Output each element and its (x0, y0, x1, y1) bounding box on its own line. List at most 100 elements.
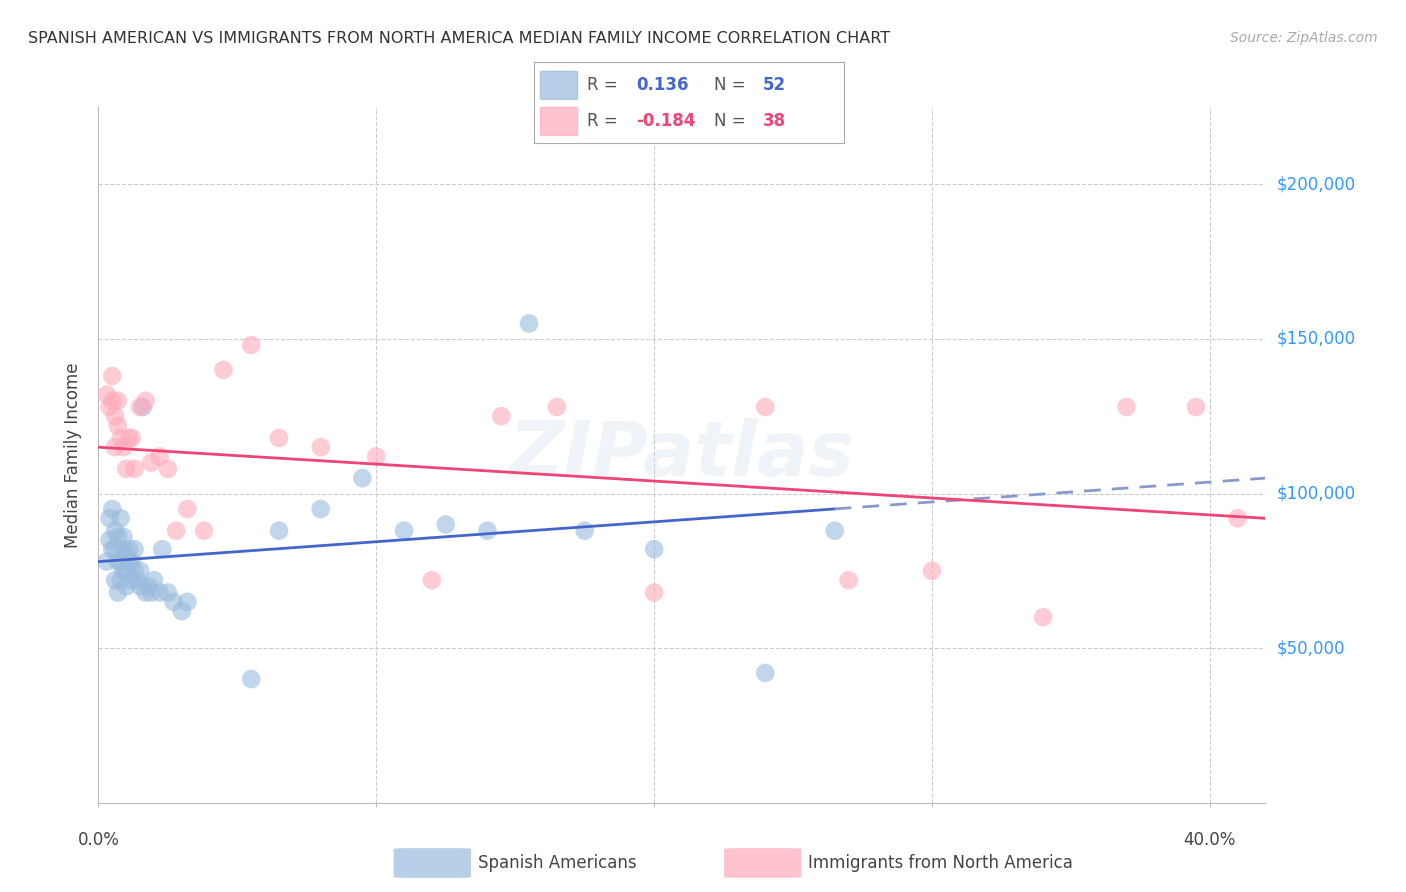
Text: $150,000: $150,000 (1277, 330, 1355, 348)
Point (107, 530, 129, 544)
Point (110, 573, 132, 587)
Point (491, 409, 513, 424)
Text: $50,000: $50,000 (1277, 640, 1346, 657)
Text: R =: R = (586, 76, 617, 94)
Point (107, 555, 129, 569)
Point (754, 400, 776, 414)
Text: $200,000: $200,000 (1277, 176, 1355, 194)
FancyBboxPatch shape (540, 71, 578, 99)
Point (118, 555, 141, 569)
Point (135, 393, 157, 408)
Point (309, 502, 332, 516)
Point (643, 542, 665, 557)
Point (112, 564, 135, 578)
Point (98, 533, 121, 547)
FancyBboxPatch shape (540, 107, 578, 136)
Point (124, 542, 146, 557)
Text: N =: N = (714, 112, 745, 130)
Point (1226, 511, 1249, 525)
Point (176, 595, 198, 609)
Point (574, 524, 596, 538)
Point (104, 524, 127, 538)
Point (824, 524, 846, 538)
Point (141, 456, 163, 470)
Point (1185, 400, 1208, 414)
Point (165, 524, 187, 538)
Point (1115, 400, 1137, 414)
Point (101, 369, 124, 384)
Point (434, 517, 457, 532)
Text: R =: R = (586, 112, 617, 130)
Point (110, 555, 132, 569)
Point (127, 573, 149, 587)
Point (309, 440, 332, 454)
Text: $100,000: $100,000 (1277, 484, 1355, 502)
Point (366, 450, 388, 464)
Point (193, 524, 215, 538)
Point (546, 400, 568, 414)
Point (115, 462, 138, 476)
Point (104, 542, 127, 557)
Point (135, 585, 157, 599)
Text: 0.136: 0.136 (637, 76, 689, 94)
Point (392, 524, 415, 538)
Point (517, 317, 540, 331)
Point (156, 585, 179, 599)
Point (150, 542, 173, 557)
Point (176, 502, 198, 516)
Point (101, 542, 124, 557)
Point (115, 549, 138, 563)
Point (754, 665, 776, 680)
Point (212, 363, 235, 377)
Point (1032, 610, 1054, 624)
Point (838, 573, 860, 587)
FancyBboxPatch shape (394, 848, 471, 878)
Text: 0.0%: 0.0% (77, 830, 120, 848)
Point (110, 431, 132, 445)
Point (115, 579, 138, 593)
Point (240, 672, 263, 686)
Text: SPANISH AMERICAN VS IMMIGRANTS FROM NORTH AMERICA MEDIAN FAMILY INCOME CORRELATI: SPANISH AMERICAN VS IMMIGRANTS FROM NORT… (28, 31, 890, 46)
Point (156, 462, 179, 476)
Text: Spanish Americans: Spanish Americans (478, 854, 637, 872)
Point (96, 555, 118, 569)
Point (104, 440, 127, 454)
Text: 52: 52 (763, 76, 786, 94)
Point (143, 573, 166, 587)
Text: 40.0%: 40.0% (1184, 830, 1236, 848)
Point (98, 400, 121, 414)
Point (96, 387, 118, 401)
Point (98, 511, 121, 525)
Point (124, 564, 146, 578)
Point (132, 400, 155, 414)
Point (112, 440, 135, 454)
FancyBboxPatch shape (724, 848, 801, 878)
Text: Source: ZipAtlas.com: Source: ZipAtlas.com (1230, 31, 1378, 45)
Point (110, 511, 132, 525)
Point (107, 585, 129, 599)
Point (107, 418, 129, 433)
Point (170, 604, 193, 618)
Point (477, 524, 499, 538)
Text: 38: 38 (763, 112, 786, 130)
Y-axis label: Median Family Income: Median Family Income (65, 362, 83, 548)
Point (112, 530, 135, 544)
Point (267, 431, 290, 445)
Point (101, 393, 124, 408)
Point (104, 409, 127, 424)
Point (148, 450, 170, 464)
Point (138, 579, 160, 593)
Point (267, 524, 290, 538)
Point (643, 585, 665, 599)
Point (118, 431, 141, 445)
Point (118, 542, 141, 557)
Point (101, 502, 124, 516)
Text: Immigrants from North America: Immigrants from North America (808, 854, 1073, 872)
Text: -0.184: -0.184 (637, 112, 696, 130)
Point (420, 573, 443, 587)
Point (124, 462, 146, 476)
Point (115, 564, 138, 578)
Point (112, 542, 135, 557)
Point (121, 431, 143, 445)
Point (104, 573, 127, 587)
